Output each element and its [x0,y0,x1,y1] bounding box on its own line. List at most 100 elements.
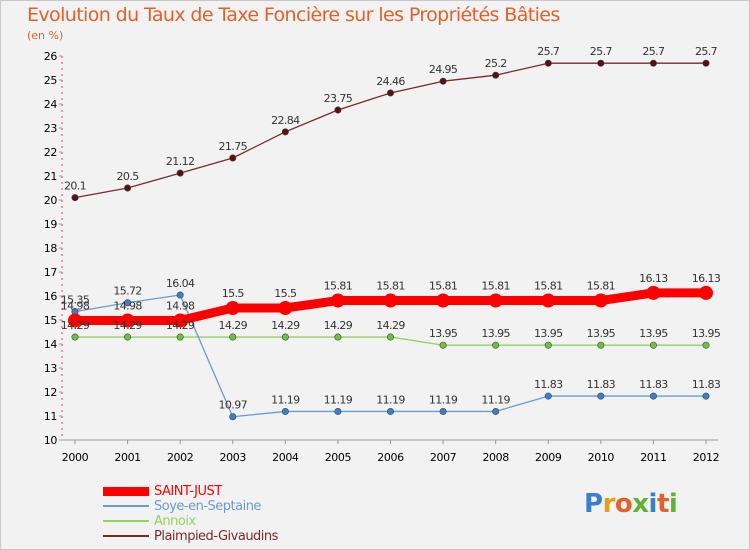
y-tick-label: 14 [44,338,58,351]
data-point [646,285,661,300]
data-label: 15.35 [61,294,90,307]
data-label: 25.7 [590,45,613,58]
data-label: 13.95 [692,327,721,340]
data-point [492,71,500,79]
data-point [544,341,552,349]
x-tick-label: 2009 [535,451,562,464]
data-point [173,313,188,328]
logo-letter: x [632,489,649,519]
data-point [597,341,605,349]
data-label: 25.7 [537,45,560,58]
data-label: 15.81 [481,280,510,293]
legend-swatch [103,535,149,537]
data-label: 14.98 [61,299,90,312]
y-tick-label: 12 [44,386,57,399]
logo-letter: i [668,489,678,519]
data-label: 16.13 [692,272,721,285]
data-point [544,392,552,400]
data-point [281,407,289,415]
axes [61,56,718,441]
data-point [330,293,345,308]
data-point [649,341,657,349]
data-point [702,341,710,349]
proxiti-logo: Proxiti [584,489,678,519]
x-tick-label: 2012 [693,451,719,464]
data-label: 15.72 [113,285,142,298]
data-label: 22.84 [271,114,300,127]
y-tick-label: 16 [44,290,58,303]
data-point [597,59,605,67]
data-label: 11.19 [324,393,353,406]
x-tick-label: 2008 [482,451,509,464]
data-labels: 20.1 20.5 21.12 21.75 22.84 23.75 24.46 24.95 25… [61,45,722,412]
data-label: 21.75 [219,140,248,153]
data-point [597,392,605,400]
legend-label: Annoix [154,514,196,529]
data-label: 11.83 [587,378,616,391]
data-label: 16.04 [166,277,195,290]
logo-letter: r [602,489,616,519]
data-label: 15.81 [587,280,616,293]
y-tick-label: 15 [44,314,58,327]
data-point [544,59,552,67]
data-label: 13.95 [481,327,510,340]
y-tick-label: 18 [44,242,58,255]
data-point [278,301,293,315]
data-point [71,333,79,341]
data-label: 14.29 [166,319,195,332]
data-point [176,333,184,341]
data-point [334,407,342,415]
data-point [439,407,447,415]
data-label: 25.2 [485,57,507,70]
data-label: 24.95 [429,63,458,76]
data-label: 14.29 [324,319,353,332]
data-point [439,77,447,85]
data-label: 11.19 [376,393,405,406]
data-label: 15.5 [274,287,297,300]
data-point [492,341,500,349]
data-label: 21.12 [166,155,195,168]
data-point [649,59,657,67]
data-label: 14.29 [113,319,142,332]
data-label: 25.7 [642,45,665,58]
data-point [702,392,710,400]
data-label: 15.81 [534,280,563,293]
data-label: 14.29 [376,319,405,332]
data-point [439,341,447,349]
legend-label: Soye-en-Septaine [154,499,261,514]
x-tick-label: 2007 [430,451,457,464]
data-point [386,333,394,341]
data-label: 14.29 [219,319,248,332]
data-point [71,194,79,202]
data-label: 14.98 [113,299,142,312]
axis-ticks: 10 11 12 13 14 15 16 17 18 19 20 21 22 23 24 25 26 2000 20… [44,50,720,464]
logo-letter: P [584,489,603,519]
data-label: 11.19 [271,393,300,406]
data-label: 24.46 [376,75,405,88]
data-point [68,313,82,328]
data-label: 14.29 [61,319,90,332]
y-tick-label: 21 [44,170,57,183]
data-point [124,299,132,307]
x-tick-label: 2001 [114,451,140,464]
data-point [593,293,608,308]
data-point [225,301,240,315]
data-point [176,169,184,177]
data-point [124,333,132,341]
y-tick-label: 22 [44,146,57,159]
data-point [120,313,135,328]
data-label: 13.95 [429,327,458,340]
y-tick-label: 13 [44,362,58,375]
series-lines [68,59,713,421]
data-label: 15.81 [429,280,458,293]
y-tick-label: 26 [44,50,58,63]
data-label: 15.81 [324,280,353,293]
legend-swatch [103,486,149,496]
y-tick-label: 11 [44,410,57,423]
data-point [229,333,237,341]
logo-letter: t [656,489,669,519]
x-tick-label: 2005 [325,451,352,464]
x-tick-label: 2002 [167,451,193,464]
legend-swatch [103,520,149,522]
